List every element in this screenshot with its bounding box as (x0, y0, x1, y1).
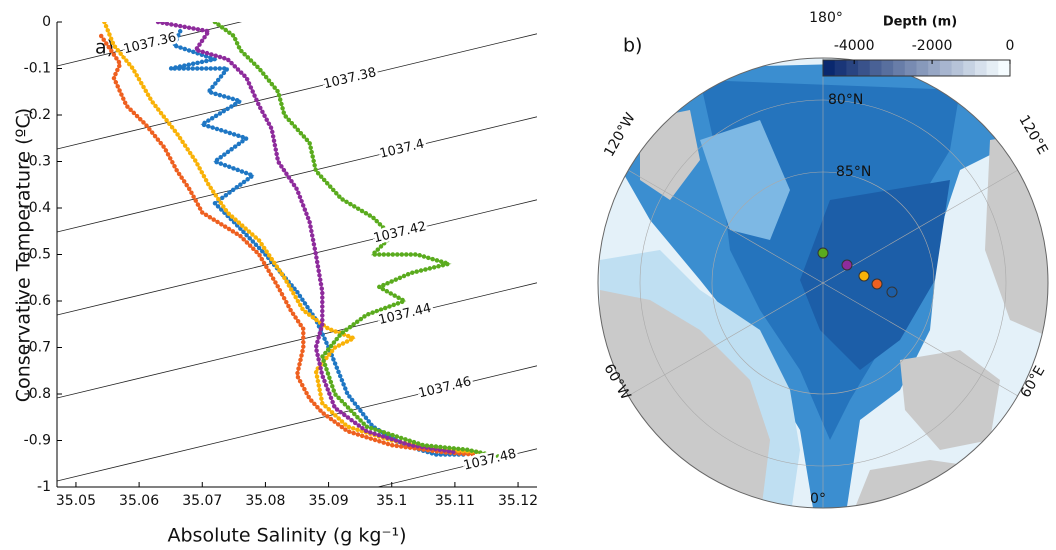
y-tick-label: -0.2 (24, 107, 51, 123)
y-tick-label: -0.8 (24, 386, 51, 402)
colorbar-swatch (987, 60, 999, 76)
x-tick-label: 35.07 (182, 493, 222, 509)
colorbar-tick-label: 0 (1006, 38, 1015, 54)
figure: a) Absolute Salinity (g kg⁻¹) Conservati… (0, 0, 1056, 550)
isopycnal-label: 1037.44 (377, 301, 433, 328)
lat-label: 80°N (828, 92, 863, 108)
panel-label: b) (623, 35, 642, 57)
y-tick-label: -0.5 (24, 247, 51, 263)
x-tick-label: 35.05 (56, 493, 96, 509)
x-tick-label: 35.1 (376, 493, 407, 509)
isopycnal (57, 117, 537, 232)
isopycnal-label: 1037.38 (322, 65, 378, 92)
colorbar-swatch (870, 60, 882, 76)
colorbar-title: Depth (m) (883, 15, 957, 30)
map-panel: b) Depth (m) 80°N 85°N 180° 120°W 120°E … (598, 10, 1056, 520)
lon-label: 120°E (1015, 113, 1050, 158)
ts-panel: a) Absolute Salinity (g kg⁻¹) Conservati… (13, 37, 407, 547)
x-tick-label: 35.11 (435, 493, 475, 509)
colorbar-swatch (881, 60, 893, 76)
y-tick-label: -0.4 (24, 200, 51, 216)
station (872, 279, 882, 289)
colorbar-swatch (952, 60, 964, 76)
isopycnal-label: 1037.4 (378, 137, 426, 162)
x-tick-label: 35.06 (119, 493, 159, 509)
colorbar-swatch (975, 60, 987, 76)
y-tick-label: -0.6 (24, 293, 51, 309)
colorbar-swatch (940, 60, 952, 76)
y-tick-label: -0.1 (24, 61, 51, 77)
y-tick-label: -1 (37, 479, 51, 495)
colorbar-swatch (917, 60, 929, 76)
isopycnal-label: 1037.46 (417, 374, 473, 401)
x-tick-label: 35.09 (309, 493, 349, 509)
y-tick-label: -0.3 (24, 154, 51, 170)
colorbar-swatch (893, 60, 905, 76)
lon-label: 120°W (601, 110, 639, 159)
lon-label: 180° (809, 10, 843, 26)
colorbar-swatch (905, 60, 917, 76)
station (818, 248, 828, 258)
lon-label: 0° (810, 491, 826, 507)
lat-label: 85°N (836, 164, 871, 180)
colorbar-swatch (823, 60, 835, 76)
colorbar-swatch (858, 60, 870, 76)
x-tick-label: 35.12 (498, 493, 538, 509)
colorbar-tick-label: -4000 (834, 38, 875, 54)
isopycnal-label: 1037.36 (122, 30, 178, 57)
colorbar-swatch (846, 60, 858, 76)
colorbar-tick-label: -2000 (912, 38, 953, 54)
station (842, 260, 852, 270)
colorbar-swatch (963, 60, 975, 76)
station (859, 271, 869, 281)
colorbar-swatch (998, 60, 1010, 76)
y-tick-label: -0.7 (24, 340, 51, 356)
map (598, 58, 1056, 520)
colorbar-swatch (835, 60, 847, 76)
y-tick-label: 0 (42, 14, 51, 30)
y-tick-label: -0.9 (24, 433, 51, 449)
x-tick-label: 35.08 (245, 493, 285, 509)
x-axis-label: Absolute Salinity (g kg⁻¹) (167, 525, 406, 547)
colorbar-swatch (928, 60, 940, 76)
